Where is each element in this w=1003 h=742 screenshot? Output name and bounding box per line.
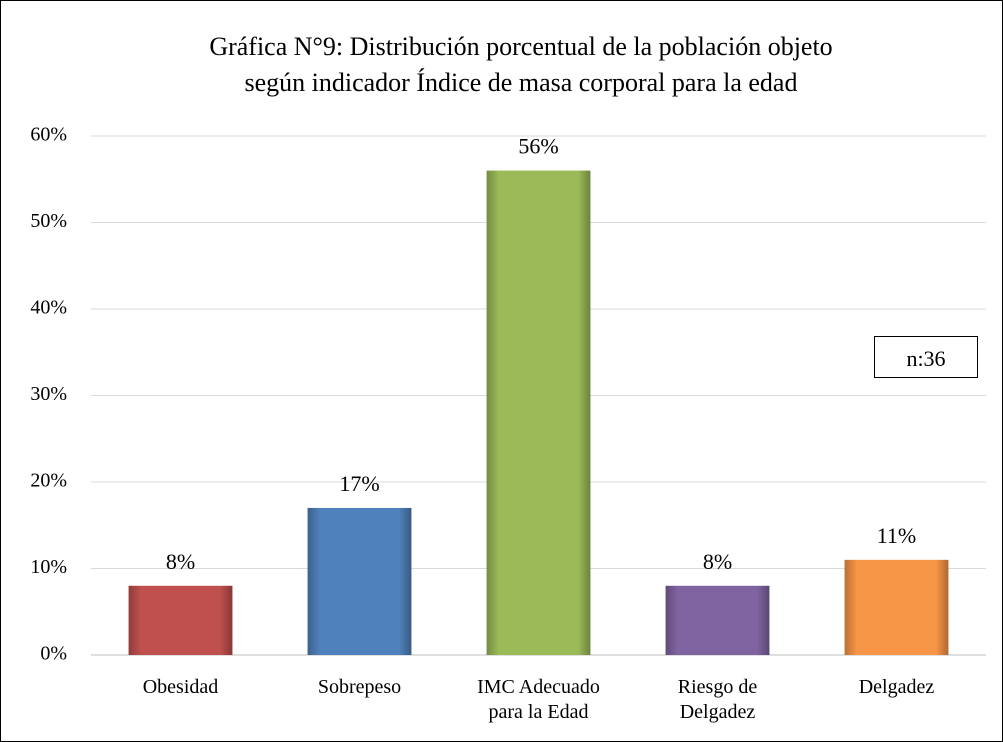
x-tick-label: Sobrepeso bbox=[317, 676, 402, 698]
bar-shade bbox=[486, 170, 591, 655]
data-label: 8% bbox=[166, 549, 195, 574]
bar-shade bbox=[665, 585, 770, 655]
x-tick-label: IMC Adecuado para la Edad bbox=[477, 676, 600, 723]
annotation: n:36 bbox=[874, 336, 978, 378]
bar-shade bbox=[307, 507, 412, 655]
x-tick-label: Delgadez bbox=[858, 676, 935, 698]
data-label: 56% bbox=[518, 134, 558, 159]
chart-title: Gráfica N°9: Distribución porcentual de … bbox=[209, 32, 832, 61]
data-label: 11% bbox=[877, 523, 917, 548]
x-tick-label: Obesidad bbox=[142, 676, 219, 698]
x-tick-label: Riesgo de Delgadez bbox=[677, 676, 758, 723]
y-tick-label: 40% bbox=[30, 297, 67, 319]
y-tick-label: 60% bbox=[30, 124, 67, 146]
bar-shade bbox=[844, 559, 949, 655]
y-tick-label: 0% bbox=[40, 643, 67, 665]
data-label: 8% bbox=[703, 549, 732, 574]
chart-title: según indicador Índice de masa corporal … bbox=[245, 68, 798, 97]
y-tick-label: 10% bbox=[30, 556, 67, 578]
y-tick-label: 20% bbox=[30, 470, 67, 492]
y-tick-label: 50% bbox=[30, 210, 67, 232]
data-label: 17% bbox=[339, 471, 379, 496]
y-tick-label: 30% bbox=[30, 383, 67, 405]
bar-shade bbox=[128, 585, 233, 655]
